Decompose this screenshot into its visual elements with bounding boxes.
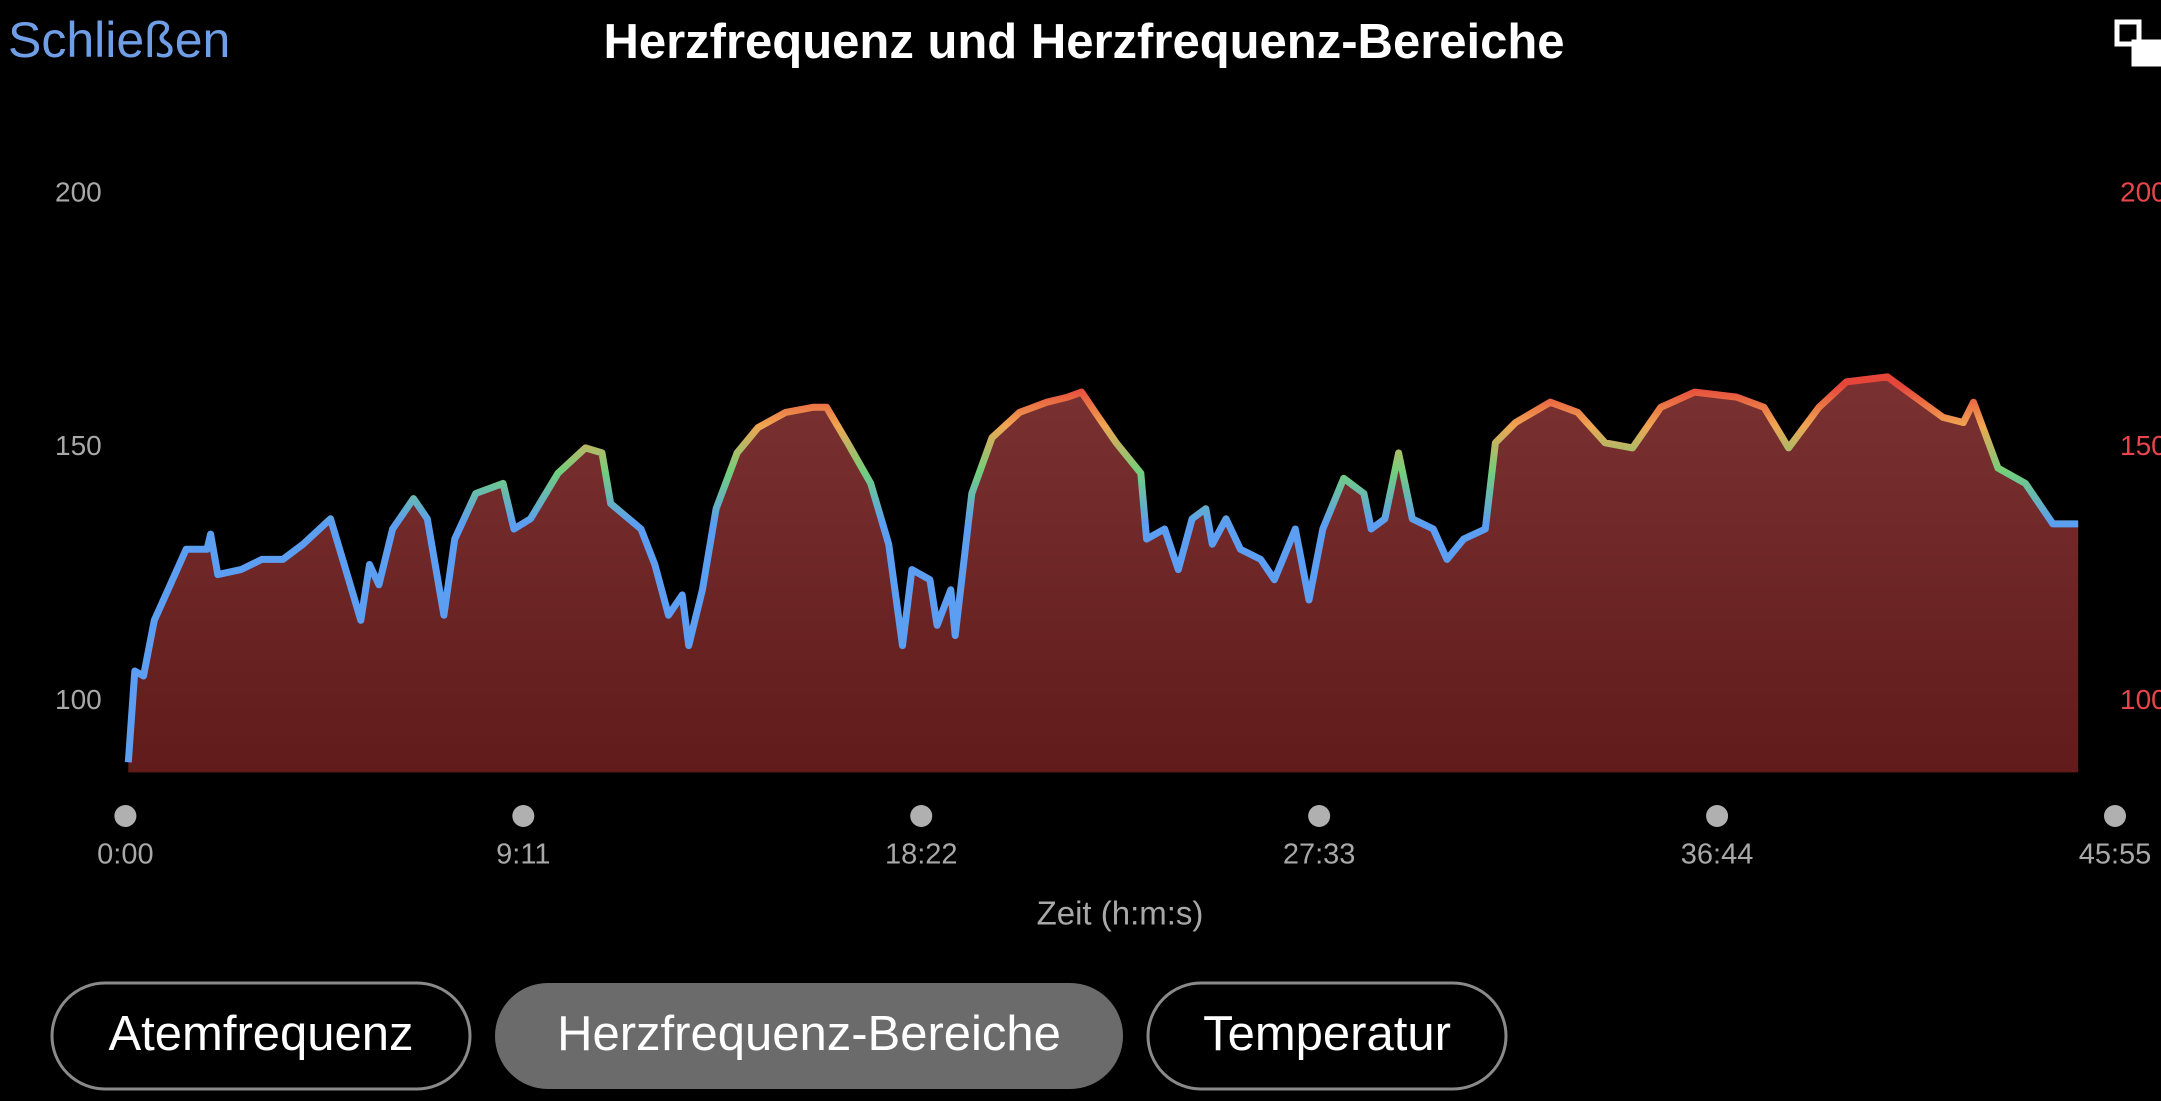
title: Herzfrequenz und Herzfrequenz-Bereiche — [603, 15, 1564, 69]
tab-label[interactable]: Temperatur — [1203, 1007, 1451, 1061]
x-tick-label: 18:22 — [885, 839, 958, 871]
x-tick-dot — [910, 805, 933, 827]
x-tick-dot — [2104, 805, 2126, 827]
line — [124, 373, 2079, 763]
tab-button[interactable] — [50, 981, 472, 1091]
area — [128, 376, 2079, 773]
tab-label[interactable]: Herzfrequenz-Bereiche — [557, 1007, 1061, 1061]
x-tick-dot — [114, 805, 137, 827]
y2-tick-label: 200 — [2120, 177, 2161, 208]
tab-label[interactable]: Atemfrequenz — [108, 1007, 413, 1061]
tab-bar: Atemfrequenz Herzfrequenz-Bereiche Tempera… — [50, 981, 1508, 1091]
tab-button[interactable] — [1146, 981, 1508, 1091]
x-axis-title: Zeit (h:m:s) — [1037, 895, 1204, 932]
x-tick-dot — [512, 805, 535, 827]
x-tick-dot — [1706, 805, 1729, 827]
x-tick-label: 0:00 — [97, 839, 153, 871]
y-tick-label: 100 — [55, 684, 102, 715]
tab-button[interactable] — [495, 983, 1123, 1089]
x-tick-label: 9:11 — [496, 839, 550, 871]
y-tick-label: 200 — [55, 177, 102, 208]
x-tick-label: 36:44 — [1681, 839, 1754, 871]
close-button[interactable]: Schließen — [8, 12, 230, 68]
fullscreen-icon[interactable] — [2114, 19, 2161, 67]
x-tick-label: 27:33 — [1283, 839, 1356, 871]
y2-tick-label: 150 — [2120, 430, 2161, 461]
x-tick-label: 45:55 — [2079, 839, 2152, 871]
y-tick-label: 150 — [55, 430, 102, 461]
x-tick-dot — [1308, 805, 1331, 827]
y2-tick-label: 100 — [2120, 684, 2161, 715]
